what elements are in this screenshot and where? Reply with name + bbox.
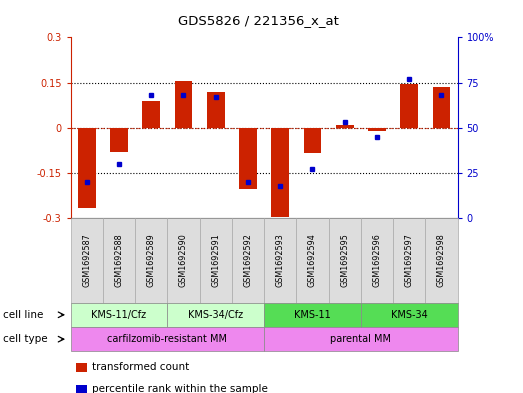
Text: GSM1692596: GSM1692596: [372, 233, 381, 287]
Text: GSM1692592: GSM1692592: [244, 233, 253, 287]
Bar: [401, 84, 418, 128]
Bar: [271, 128, 289, 217]
Text: percentile rank within the sample: percentile rank within the sample: [92, 384, 267, 393]
Text: GSM1692593: GSM1692593: [276, 233, 285, 287]
Text: GSM1692587: GSM1692587: [82, 233, 91, 287]
Bar: [207, 92, 224, 128]
Bar: [368, 128, 386, 131]
Text: GDS5826 / 221356_x_at: GDS5826 / 221356_x_at: [178, 15, 339, 28]
Text: carfilzomib-resistant MM: carfilzomib-resistant MM: [107, 334, 228, 344]
Text: KMS-34/Cfz: KMS-34/Cfz: [188, 310, 243, 320]
Bar: [175, 81, 192, 128]
Bar: [142, 101, 160, 128]
Text: GSM1692588: GSM1692588: [115, 233, 123, 287]
Text: GSM1692595: GSM1692595: [340, 233, 349, 287]
Text: GSM1692594: GSM1692594: [308, 233, 317, 287]
Text: GSM1692589: GSM1692589: [147, 233, 156, 287]
Bar: [239, 128, 257, 189]
Bar: [78, 128, 96, 208]
Text: GSM1692590: GSM1692590: [179, 233, 188, 287]
Bar: [110, 128, 128, 152]
Text: GSM1692597: GSM1692597: [405, 233, 414, 287]
Bar: [304, 128, 321, 153]
Text: GSM1692598: GSM1692598: [437, 233, 446, 287]
Bar: [336, 125, 354, 128]
Text: parental MM: parental MM: [331, 334, 391, 344]
Text: KMS-11/Cfz: KMS-11/Cfz: [92, 310, 146, 320]
Text: transformed count: transformed count: [92, 362, 189, 372]
Text: KMS-11: KMS-11: [294, 310, 331, 320]
Text: cell type: cell type: [3, 334, 47, 344]
Text: GSM1692591: GSM1692591: [211, 233, 220, 287]
Bar: [433, 87, 450, 128]
Text: cell line: cell line: [3, 310, 43, 320]
Text: KMS-34: KMS-34: [391, 310, 428, 320]
